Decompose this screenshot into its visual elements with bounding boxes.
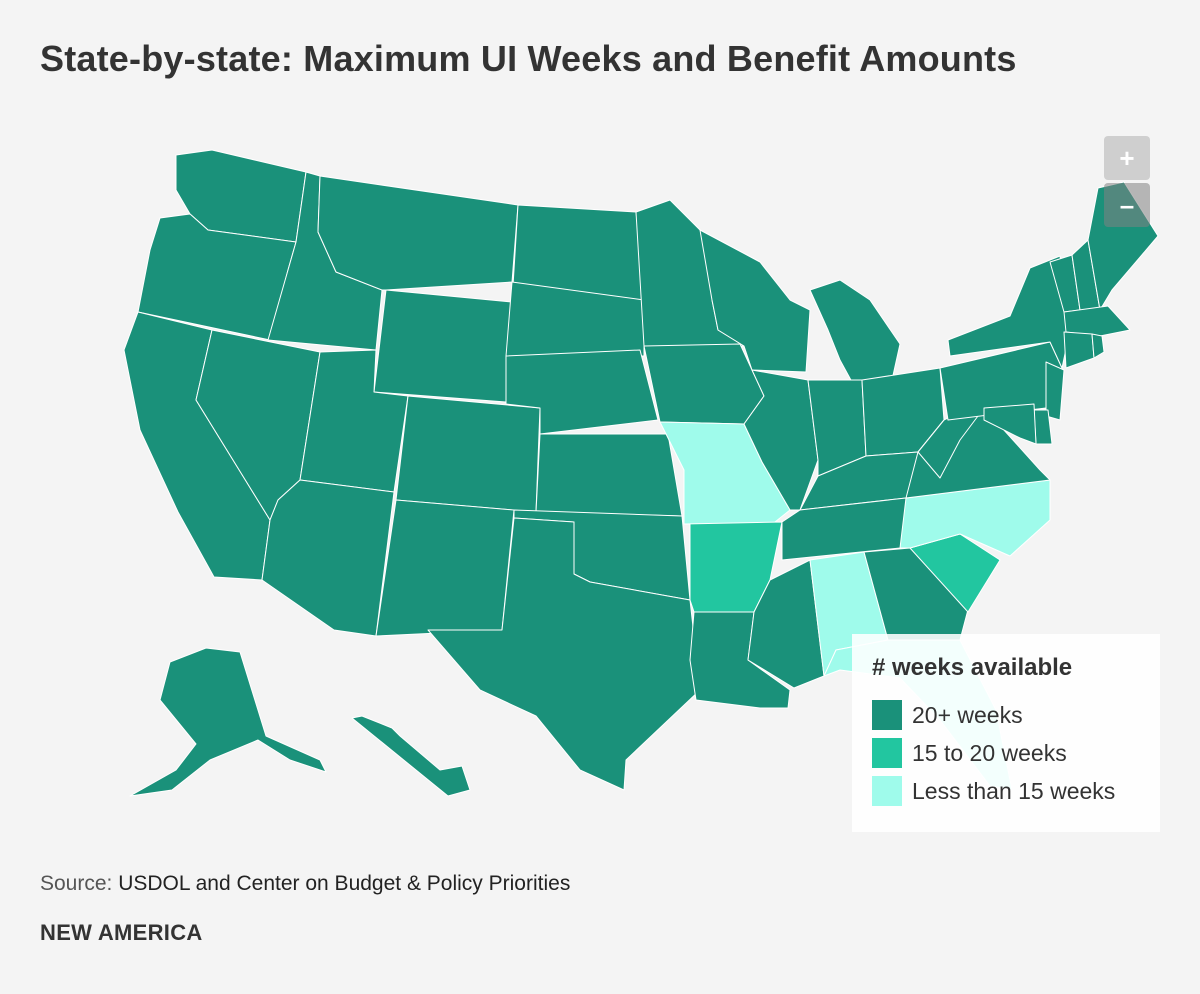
state-mi[interactable] — [809, 279, 901, 383]
zoom-in-button[interactable]: + — [1104, 136, 1150, 180]
legend-label: Less than 15 weeks — [912, 777, 1116, 804]
state-az[interactable] — [261, 479, 395, 637]
state-ak[interactable] — [129, 647, 327, 797]
legend-swatch-15to20 — [872, 738, 902, 768]
us-map[interactable] — [0, 100, 1200, 840]
source-key: Source: — [40, 872, 113, 895]
legend-label: 20+ weeks — [912, 701, 1023, 728]
legend-item: Less than 15 weeks — [872, 772, 1140, 810]
state-ks[interactable] — [535, 433, 683, 517]
zoom-out-button[interactable]: – — [1104, 183, 1150, 227]
legend-item: 20+ weeks — [872, 696, 1140, 734]
state-mt[interactable] — [317, 175, 519, 291]
legend-title: # weeks available — [872, 654, 1073, 681]
map-legend: # weeks available 20+ weeks 15 to 20 wee… — [852, 634, 1160, 832]
state-nc[interactable] — [899, 479, 1051, 557]
state-tx[interactable] — [427, 517, 701, 791]
state-wi[interactable] — [699, 229, 811, 373]
minus-icon: – — [1119, 189, 1135, 220]
brand-logo: NEW AMERICA — [40, 920, 203, 945]
state-ia[interactable] — [643, 343, 765, 425]
state-nj[interactable] — [1045, 361, 1065, 421]
state-md[interactable] — [983, 403, 1037, 445]
state-co[interactable] — [395, 395, 541, 513]
source-note: Source: USDOL and Center on Budget & Pol… — [40, 872, 570, 896]
plus-icon: + — [1119, 142, 1135, 173]
state-ma[interactable] — [1063, 305, 1131, 337]
legend-swatch-less15 — [872, 776, 902, 806]
state-sd[interactable] — [505, 281, 645, 357]
legend-label: 15 to 20 weeks — [912, 739, 1067, 766]
state-wy[interactable] — [373, 289, 513, 403]
legend-item: 15 to 20 weeks — [872, 734, 1140, 772]
page-title: State-by-state: Maximum UI Weeks and Ben… — [40, 38, 1017, 79]
state-ct[interactable] — [1063, 331, 1095, 369]
state-nm[interactable] — [375, 499, 515, 637]
legend-swatch-20plus — [872, 700, 902, 730]
source-value: USDOL and Center on Budget & Policy Prio… — [118, 872, 571, 895]
state-ga[interactable] — [863, 547, 971, 641]
state-hi[interactable] — [351, 715, 471, 797]
state-ri[interactable] — [1091, 333, 1105, 359]
us-map-svg[interactable] — [0, 100, 1200, 840]
